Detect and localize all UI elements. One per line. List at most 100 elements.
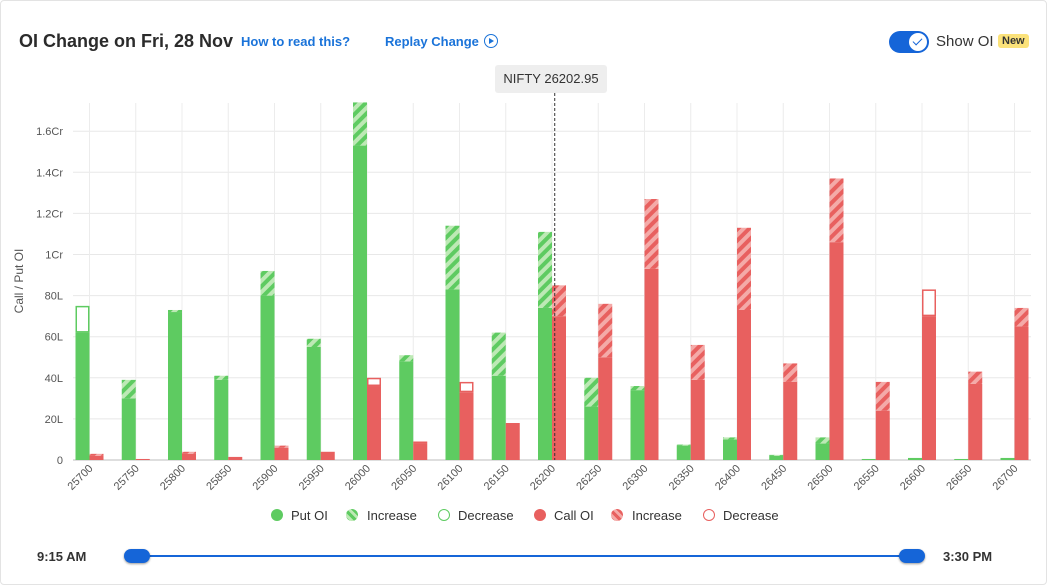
call-increase-bar <box>829 178 844 243</box>
x-tick-label: 26250 <box>574 463 604 493</box>
put-oi-bar <box>353 145 367 460</box>
put-increase-bar <box>353 102 367 146</box>
legend-call-increase-label: Increase <box>632 508 682 523</box>
call-oi-bar <box>690 379 705 460</box>
legend-call-oi-swatch <box>534 509 546 521</box>
y-tick-label: 1.2Cr <box>36 208 63 220</box>
put-increase-bar <box>168 309 182 313</box>
x-tick-label: 26450 <box>759 463 789 493</box>
y-tick-label: 1.4Cr <box>36 167 63 179</box>
x-tick-label: 26400 <box>713 463 743 493</box>
call-oi-bar <box>89 455 104 460</box>
put-increase-bar <box>769 454 784 456</box>
put-oi-bar <box>75 332 90 460</box>
spot-price-label: NIFTY 26202.95 <box>495 65 607 93</box>
call-oi-bar <box>459 392 474 460</box>
put-increase-bar <box>491 332 506 376</box>
call-oi-bar <box>274 447 289 460</box>
call-increase-bar <box>1014 307 1029 327</box>
put-increase-bar <box>445 225 460 290</box>
legend-call-decrease-label: Decrease <box>723 508 779 523</box>
call-oi-bar <box>1014 326 1029 460</box>
call-increase-bar <box>274 445 289 448</box>
time-slider-end-handle[interactable] <box>899 549 925 563</box>
legend-put-oi-swatch <box>271 509 283 521</box>
x-tick-label: 26550 <box>852 463 882 493</box>
put-increase-bar <box>399 355 414 362</box>
put-oi-bar <box>306 346 321 460</box>
show-oi-label: Show OI <box>936 33 994 50</box>
how-to-read-link[interactable]: How to read this? <box>241 34 351 49</box>
call-decrease-bar <box>413 441 428 444</box>
x-tick-label: 26050 <box>389 463 419 493</box>
x-tick-label: 25700 <box>66 463 96 493</box>
legend-put-decrease-label: Decrease <box>458 508 514 523</box>
put-increase-bar <box>630 386 645 391</box>
x-tick-label: 26600 <box>898 463 928 493</box>
call-oi-bar <box>644 268 659 460</box>
put-oi-bar <box>676 445 691 460</box>
put-oi-bar <box>260 295 275 460</box>
x-tick-label: 26200 <box>528 463 558 493</box>
put-oi-bar <box>954 458 969 460</box>
put-oi-bar <box>399 361 414 460</box>
y-tick-label: 1.6Cr <box>36 126 63 138</box>
put-increase-bar <box>584 377 599 407</box>
legend-put-decrease-swatch <box>438 509 450 521</box>
put-oi-bar <box>723 439 737 460</box>
x-tick-label: 26100 <box>436 463 466 493</box>
call-oi-bar <box>737 309 751 460</box>
call-increase-bar <box>783 363 798 382</box>
call-increase-bar <box>598 303 613 358</box>
call-oi-bar <box>413 443 428 460</box>
call-oi-bar <box>320 451 335 460</box>
show-oi-toggle[interactable] <box>889 31 929 53</box>
put-increase-bar <box>260 270 275 296</box>
call-increase-bar <box>644 199 659 269</box>
put-oi-bar <box>538 307 552 460</box>
put-increase-bar <box>815 437 830 444</box>
put-oi-bar <box>121 398 136 460</box>
call-decrease-bar <box>459 381 474 393</box>
call-oi-bar <box>505 423 520 460</box>
call-oi-bar <box>135 458 150 460</box>
legend-call-increase-swatch <box>611 509 623 521</box>
time-slider-start-handle[interactable] <box>124 549 150 563</box>
call-decrease-bar <box>922 289 936 317</box>
oi-bar-chart: 0 20L 40L 60L 80L 1Cr 1.2Cr 1.4Cr 1.6Cr Call / Pu… <box>12 93 1031 493</box>
time-slider-track[interactable] <box>137 555 912 557</box>
put-increase-bar <box>306 338 321 347</box>
put-oi-bar <box>584 406 599 460</box>
play-circle-icon[interactable] <box>484 34 498 48</box>
replay-change-button[interactable]: Replay Change <box>385 34 479 49</box>
put-oi-bar <box>445 289 460 460</box>
x-tick-label: 26300 <box>621 463 651 493</box>
call-oi-bar <box>367 386 381 460</box>
y-tick-label: 60L <box>45 332 63 344</box>
call-oi-bar <box>968 383 983 460</box>
put-oi-bar <box>815 443 830 460</box>
y-tick-label: 80L <box>45 291 63 303</box>
x-tick-label: 26000 <box>343 463 373 493</box>
put-decrease-bar <box>75 305 90 333</box>
put-oi-bar <box>861 458 876 460</box>
call-oi-bar <box>228 456 243 460</box>
legend-put-increase-label: Increase <box>367 508 417 523</box>
put-oi-bar <box>491 375 506 460</box>
x-tick-label: 26150 <box>482 463 512 493</box>
x-tick-label: 25900 <box>251 463 281 493</box>
put-oi-bar <box>168 312 182 460</box>
x-tick-label: 26350 <box>667 463 697 493</box>
call-decrease-bar <box>367 377 381 387</box>
put-increase-bar <box>538 231 552 308</box>
page-title: OI Change on Fri, 28 Nov <box>19 31 234 51</box>
x-tick-label: 26650 <box>944 463 974 493</box>
call-increase-bar <box>737 227 751 310</box>
call-oi-bar <box>875 410 890 460</box>
y-axis-label: Call / Put OI <box>12 249 26 314</box>
y-tick-label: 40L <box>45 373 63 385</box>
y-tick-label: 0 <box>57 455 63 467</box>
put-oi-bar <box>769 455 784 460</box>
put-increase-bar <box>214 375 229 380</box>
put-oi-bar <box>630 390 645 460</box>
